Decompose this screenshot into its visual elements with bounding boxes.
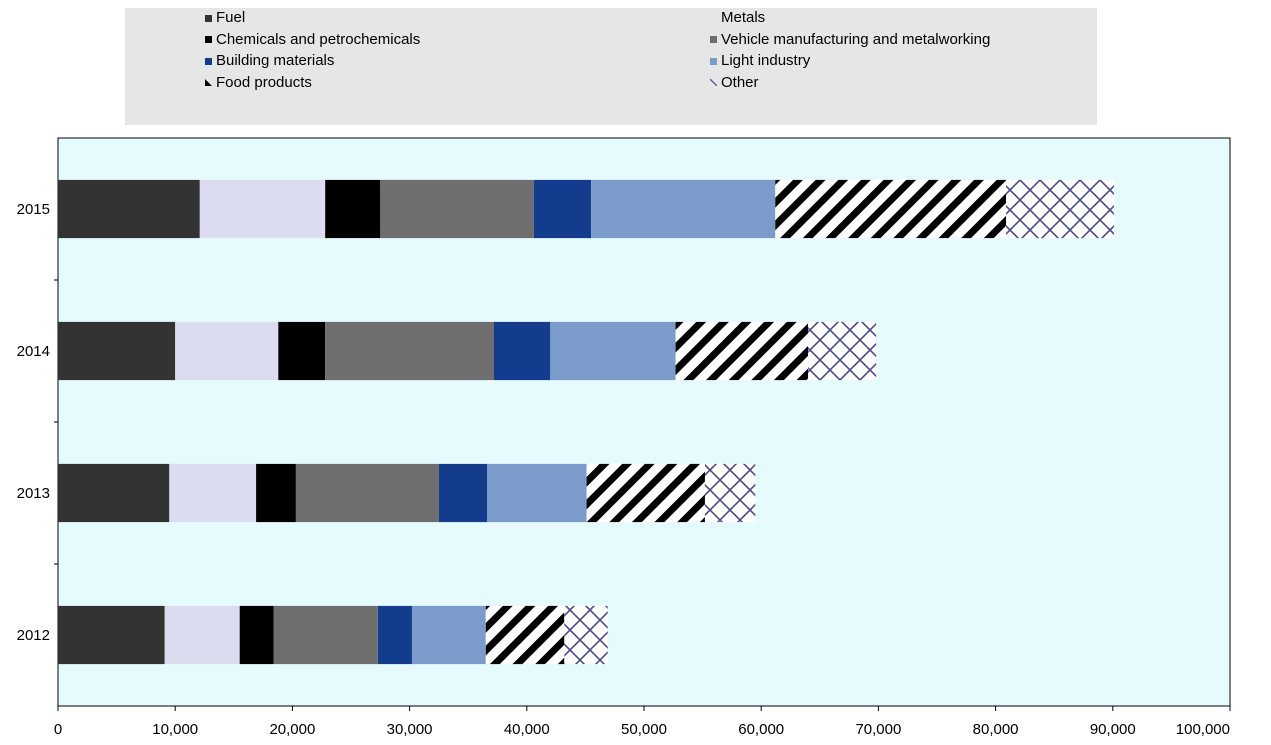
x-tick-label: 70,000 — [855, 721, 901, 738]
x-tick-label: 50,000 — [621, 721, 667, 738]
bar-2015-vehicle-manufacturing-and-metalworking — [380, 179, 534, 239]
legend-label: Building materials — [216, 52, 335, 69]
bar-2012-food-products — [485, 605, 565, 665]
bar-2015-fuel — [58, 179, 200, 239]
bar-2015-building-materials — [533, 179, 592, 239]
x-tick-label: 20,000 — [269, 721, 315, 738]
bar-2014-building-materials — [494, 321, 551, 381]
bar-2014-chemicals-and-petrochemicals — [278, 321, 326, 381]
legend-label: Vehicle manufacturing and metalworking — [721, 30, 991, 48]
x-tick-label: 90,000 — [1090, 721, 1136, 738]
legend-label: Food products — [216, 73, 312, 91]
bar-2013-light-industry — [487, 463, 587, 523]
bar-2013-fuel — [58, 463, 170, 523]
legend-swatch — [709, 78, 718, 87]
legend-label: Chemicals and petrochemicals — [216, 30, 421, 48]
bar-2012-chemicals-and-petrochemicals — [239, 605, 274, 665]
legend-swatch — [205, 57, 212, 65]
legend-swatch — [205, 79, 212, 87]
legend-item-other: Other — [709, 73, 759, 92]
bar-2012-building-materials — [378, 605, 412, 665]
x-tick-label: 10,000 — [152, 721, 198, 738]
bar-2015-food-products — [775, 179, 1007, 239]
bar-2013-chemicals-and-petrochemicals — [256, 463, 296, 523]
legend-item-vehicle-manufacturing-and-metalworking: Vehicle manufacturing and metalworking — [710, 31, 990, 49]
bar-2014-fuel — [58, 321, 176, 381]
legend-label: Fuel — [216, 9, 246, 26]
x-tick-label: 0 — [54, 721, 62, 738]
legend-label: Metals — [721, 9, 766, 26]
legend-item-chemicals-and-petrochemicals: Chemicals and petrochemicals — [205, 31, 420, 49]
x-tick-label: 30,000 — [387, 721, 433, 738]
legend-label: Light industry — [721, 52, 811, 69]
bar-2013-building-materials — [438, 463, 487, 523]
chart-legend: Fuel Metals Chemicals and petrochemicals Ve… — [125, 8, 1097, 125]
bar-2012-vehicle-manufacturing-and-metalworking — [273, 605, 378, 665]
legend-swatch — [205, 36, 212, 44]
legend-label: Other — [721, 73, 759, 91]
bar-2013-other — [704, 463, 756, 523]
legend-item-fuel: Fuel — [205, 9, 245, 27]
legend-item-building-materials: Building materials — [205, 52, 334, 70]
bar-2014-metals — [175, 321, 279, 381]
y-tick-label-2013: 2013 — [17, 485, 50, 502]
legend-swatch — [710, 57, 717, 65]
y-tick-label-2012: 2012 — [17, 627, 50, 644]
y-tick-label-2015: 2015 — [17, 201, 50, 218]
bar-2012-metals — [164, 605, 240, 665]
legend-item-metals: Metals — [710, 9, 765, 27]
bar-2015-chemicals-and-petrochemicals — [325, 179, 381, 239]
y-tick-label-2014: 2014 — [17, 343, 50, 360]
x-tick-label: 60,000 — [738, 721, 784, 738]
x-tick-label: 40,000 — [504, 721, 550, 738]
legend-swatch — [205, 14, 212, 22]
bar-2014-vehicle-manufacturing-and-metalworking — [325, 321, 494, 381]
legend-item-food-products: Food products — [205, 74, 312, 92]
legend-item-light-industry: Light industry — [710, 52, 810, 70]
bar-2014-other — [808, 321, 877, 381]
bar-2013-food-products — [586, 463, 705, 523]
x-tick-label: 80,000 — [973, 721, 1019, 738]
bar-2014-light-industry — [550, 321, 676, 381]
bar-2015-metals — [199, 179, 326, 239]
bar-2012-fuel — [58, 605, 165, 665]
bar-2013-vehicle-manufacturing-and-metalworking — [295, 463, 439, 523]
legend-swatch — [710, 36, 717, 44]
x-tick-label: 100,000 — [1176, 721, 1230, 738]
bar-2015-other — [1006, 179, 1114, 239]
bar-2013-metals — [169, 463, 256, 523]
bar-2014-food-products — [675, 321, 808, 381]
bar-2015-light-industry — [591, 179, 776, 239]
bar-2012-other — [564, 605, 608, 665]
bar-2012-light-industry — [411, 605, 486, 665]
